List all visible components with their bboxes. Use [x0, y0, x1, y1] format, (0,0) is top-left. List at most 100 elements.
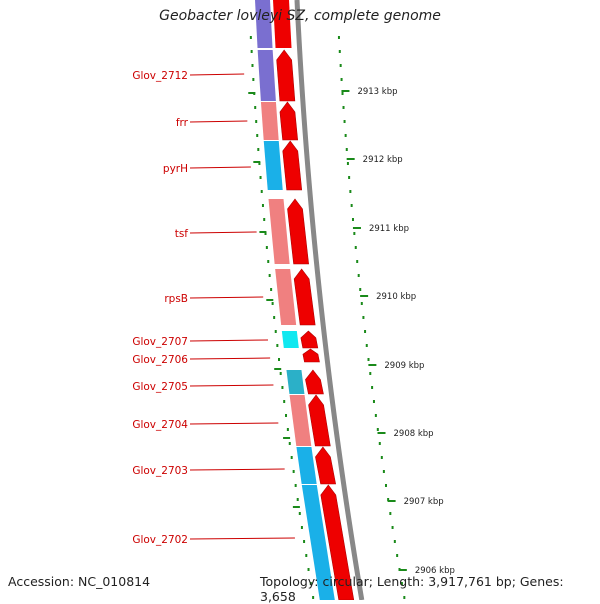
- cds-arrow-glov-2703: [315, 446, 337, 485]
- label-leader-rpsb: [189, 296, 264, 299]
- gene-segment-partial: [255, 0, 273, 48]
- ruler-dot: [341, 92, 344, 95]
- scale-tick-label: 2912 kbp: [363, 155, 403, 165]
- inner-tick: [266, 299, 274, 301]
- guide-dot: [309, 582, 312, 585]
- guide-dot: [307, 568, 310, 571]
- scale-tick: [346, 158, 355, 160]
- guide-dot: [250, 50, 253, 53]
- gene-label-glov-2703: Glov_2703: [132, 465, 188, 477]
- ruler-dot: [396, 554, 399, 557]
- guide-dot: [257, 148, 260, 151]
- guide-dot: [268, 274, 271, 277]
- cds-arrow-pyrh: [282, 140, 303, 191]
- inner-tick: [253, 161, 261, 163]
- guide-dot: [300, 526, 303, 529]
- ruler-dot: [367, 358, 370, 361]
- genome-title: Geobacter lovleyi SZ, complete genome: [159, 8, 441, 24]
- scale-tick-label: 2907 kbp: [404, 497, 444, 507]
- ruler-dot: [393, 540, 396, 543]
- ruler-dot: [403, 596, 406, 599]
- ruler-dot: [359, 288, 362, 291]
- label-leader-tsf: [189, 231, 257, 234]
- gene-block-glov-2702: [301, 485, 335, 600]
- scale-tick: [387, 500, 396, 502]
- cds-arrow-rpsb: [293, 268, 316, 326]
- guide-dot: [259, 176, 262, 179]
- ruler-dot: [345, 148, 348, 151]
- guide-dot: [279, 372, 282, 375]
- guide-dot: [283, 400, 286, 403]
- accession-text: Accession: NC_010814: [8, 574, 151, 589]
- cds-arrow-glov-2702: [320, 484, 355, 600]
- scale-tick-label: 2913 kbp: [357, 87, 397, 97]
- scale-tick-label: 2910 kbp: [376, 292, 416, 302]
- inner-tick: [274, 368, 282, 370]
- cds-arrow-frr: [279, 101, 299, 141]
- ruler-dot: [382, 470, 385, 473]
- gene-block-glov-2705: [286, 370, 305, 394]
- ruler-dot: [356, 260, 359, 263]
- guide-dot: [267, 260, 270, 263]
- gene-block-tsf: [268, 199, 290, 264]
- cds-arrow-glov-2706: [302, 348, 320, 363]
- ruler-dot: [350, 204, 353, 207]
- guide-dot: [251, 64, 254, 67]
- label-leader-glov-2705: [189, 384, 274, 387]
- scale-tick-label: 2911 kbp: [369, 224, 409, 234]
- scale-tick-label: 2906 kbp: [415, 566, 455, 576]
- guide-dot: [256, 134, 259, 137]
- ruler-dot: [342, 106, 345, 109]
- gene-block-glov-2707: [281, 331, 299, 348]
- scale-ruler: 2913 kbp 2912 kbp 2911 kbp 2910 kbp 2909 kbp…: [248, 36, 455, 599]
- guide-dot: [274, 330, 277, 333]
- ruler-dot: [374, 414, 377, 417]
- ruler-dot: [371, 386, 374, 389]
- ruler-dot: [343, 120, 346, 123]
- guide-dot: [303, 540, 306, 543]
- guide-dot: [252, 78, 255, 81]
- gene-label-glov-2707: Glov_2707: [132, 336, 188, 348]
- ruler-dot: [391, 526, 394, 529]
- guide-dot: [290, 456, 293, 459]
- gene-label-rpsb: rpsB: [164, 293, 188, 305]
- label-leader-glov-2706: [189, 357, 271, 360]
- gene-label-glov-2704: Glov_2704: [132, 419, 188, 431]
- genome-backbone: [294, 0, 365, 600]
- guide-dot: [261, 204, 264, 207]
- guide-dot: [271, 302, 274, 305]
- cds-arrow-glov-2705: [305, 369, 324, 395]
- guide-dot: [265, 246, 268, 249]
- scale-tick: [352, 227, 361, 229]
- ruler-dot: [365, 344, 368, 347]
- guide-dot: [270, 288, 273, 291]
- guide-dot: [264, 232, 267, 235]
- inner-tick: [292, 506, 300, 508]
- ruler-dot: [344, 134, 347, 137]
- guide-dot: [288, 442, 291, 445]
- gene-block-frr: [260, 102, 279, 140]
- cds-arrow-glov-2712: [276, 49, 296, 102]
- gene-label-pyrh: pyrH: [163, 163, 188, 175]
- ruler-dot: [338, 50, 341, 53]
- gene-block-glov-2703: [296, 447, 317, 484]
- guide-dot: [285, 414, 288, 417]
- feature-tracks: [255, 0, 365, 600]
- guide-dot: [305, 554, 308, 557]
- cds-arrow-glov-2704: [308, 394, 331, 447]
- ruler-dot: [360, 302, 363, 305]
- guide-dot: [278, 358, 281, 361]
- label-leader-glov-2703: [189, 468, 285, 471]
- ruler-dot: [400, 582, 403, 585]
- gene-label-glov-2712: Glov_2712: [132, 70, 188, 82]
- label-leader-frr: [189, 120, 248, 123]
- guide-dot: [292, 470, 295, 473]
- ruler-dot: [384, 484, 387, 487]
- scale-tick: [398, 569, 407, 571]
- guide-dot: [273, 316, 276, 319]
- guide-dot: [312, 596, 315, 599]
- ruler-dot: [369, 372, 372, 375]
- gene-label-tsf: tsf: [175, 228, 189, 240]
- scale-tick-label: 2909 kbp: [384, 361, 424, 371]
